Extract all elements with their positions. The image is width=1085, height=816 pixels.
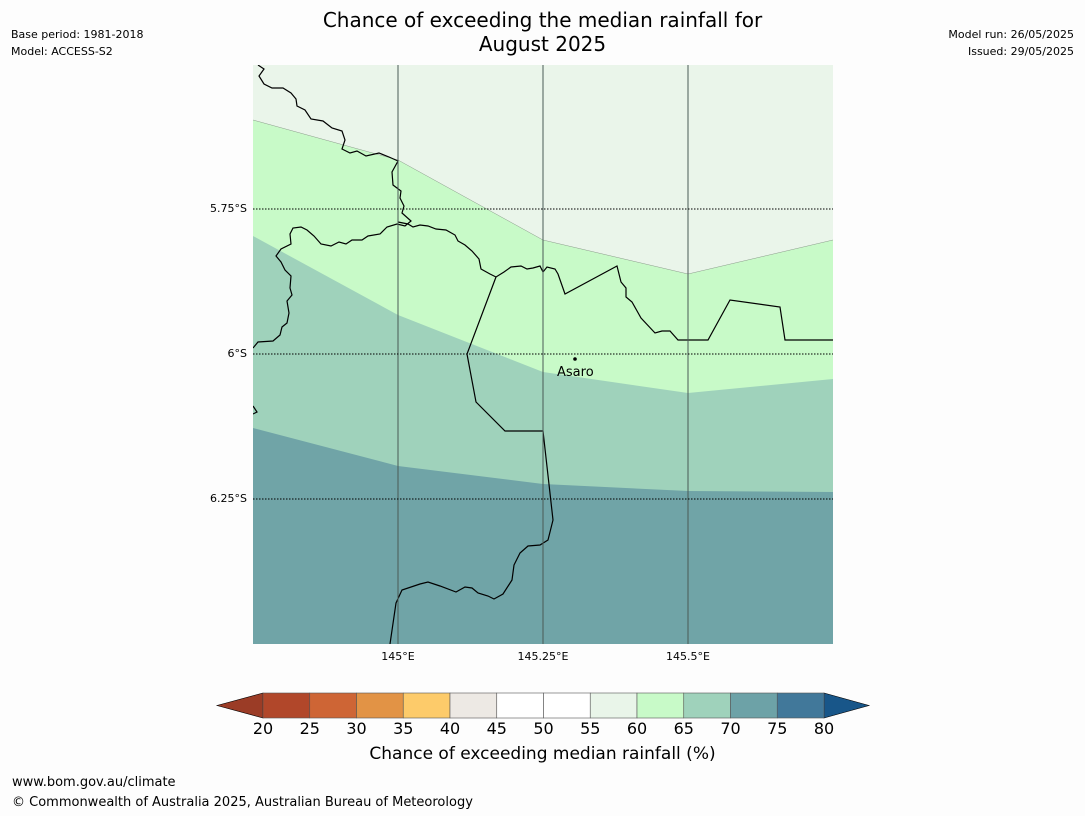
colorbar-under-arrow bbox=[215, 692, 264, 719]
lat-label-6: 6°S bbox=[227, 347, 247, 360]
colorbar-cell bbox=[636, 692, 685, 719]
asaro-marker bbox=[573, 357, 577, 361]
colorbar-cell bbox=[589, 692, 638, 719]
base-period: Base period: 1981-2018 bbox=[11, 28, 144, 41]
lon-label-145: 145°E bbox=[381, 650, 415, 663]
title-line-1: Chance of exceeding the median rainfall … bbox=[322, 8, 763, 32]
colorbar-cell bbox=[543, 692, 591, 719]
lat-label-5-75: 5.75°S bbox=[210, 202, 247, 215]
colorbar-cell bbox=[496, 692, 544, 719]
title-line-2: August 2025 bbox=[478, 32, 607, 56]
colorbar-tick-label: 20 bbox=[252, 719, 274, 738]
lon-label-145-5: 145.5°E bbox=[666, 650, 710, 663]
footer-url[interactable]: www.bom.gov.au/climate bbox=[12, 775, 176, 790]
colorbar bbox=[215, 692, 871, 719]
colorbar-cell bbox=[309, 692, 357, 719]
colorbar-cell bbox=[449, 692, 498, 719]
colorbar-tick-label: 45 bbox=[486, 719, 507, 738]
meta-right: Model run: 26/05/2025 Issued: 29/05/2025 bbox=[948, 26, 1074, 60]
colorbar-cell bbox=[683, 692, 731, 719]
colorbar-cell bbox=[402, 692, 451, 719]
colorbar-tick-label: 40 bbox=[439, 719, 461, 738]
meta-left: Base period: 1981-2018 Model: ACCESS-S2 bbox=[11, 26, 143, 60]
colorbar-cell bbox=[262, 692, 311, 719]
colorbar-cell bbox=[776, 692, 825, 719]
colorbar-tick-label: 35 bbox=[393, 719, 414, 738]
issued-date: Issued: 29/05/2025 bbox=[967, 45, 1074, 58]
colorbar-tick-label: 30 bbox=[346, 719, 367, 738]
colorbar-tick-label: 65 bbox=[673, 719, 694, 738]
colorbar-tick-label: 55 bbox=[580, 719, 601, 738]
colorbar-cell bbox=[356, 692, 404, 719]
map-title: Chance of exceeding the median rainfall … bbox=[0, 8, 1085, 56]
colorbar-title: Chance of exceeding median rainfall (%) bbox=[369, 744, 716, 764]
colorbar-tick-label: 50 bbox=[533, 719, 554, 738]
colorbar-tick-label: 60 bbox=[626, 719, 648, 738]
colorbar-cell bbox=[730, 692, 778, 719]
colorbar-tick-label: 80 bbox=[813, 719, 835, 738]
colorbar-tick-label: 25 bbox=[299, 719, 320, 738]
colorbar-tick-label: 70 bbox=[720, 719, 741, 738]
model-run: Model run: 26/05/2025 bbox=[948, 28, 1074, 41]
model-name: Model: ACCESS-S2 bbox=[11, 45, 113, 58]
lat-label-6-25: 6.25°S bbox=[210, 492, 247, 505]
colorbar-tick-label: 75 bbox=[767, 719, 788, 738]
lon-label-145-25: 145.25°E bbox=[517, 650, 569, 663]
place-label-asaro: Asaro bbox=[557, 365, 594, 380]
footer-copyright: © Commonwealth of Australia 2025, Austra… bbox=[12, 795, 473, 810]
graticule bbox=[253, 65, 833, 644]
colorbar-over-arrow bbox=[823, 692, 871, 719]
